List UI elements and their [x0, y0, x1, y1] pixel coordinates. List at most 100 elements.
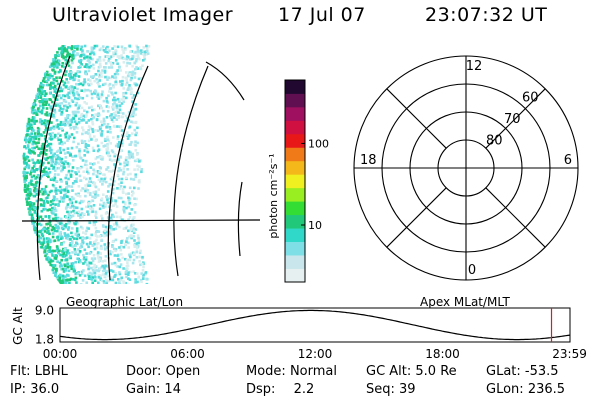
aurora-pixel [89, 200, 92, 204]
aurora-pixel [147, 45, 151, 48]
aurora-pixel [114, 83, 118, 86]
aurora-pixel [42, 168, 46, 171]
aurora-pixel [104, 248, 107, 251]
aurora-pixel [98, 258, 101, 261]
aurora-pixel [109, 131, 112, 134]
aurora-pixel [96, 170, 100, 173]
aurora-pixel [142, 273, 145, 277]
aurora-pixel [81, 236, 84, 239]
aurora-pixel [53, 135, 56, 139]
aurora-pixel [119, 80, 122, 83]
aurora-pixel [64, 176, 67, 180]
aurora-pixel [66, 203, 70, 206]
aurora-pixel [110, 199, 113, 203]
aurora-pixel [80, 242, 83, 246]
aurora-pixel [32, 118, 36, 121]
aurora-pixel [119, 125, 123, 128]
aurora-pixel [122, 227, 126, 230]
aurora-pixel [52, 125, 56, 129]
aurora-pixel [117, 143, 120, 146]
aurora-pixel [126, 56, 130, 59]
aurora-pixel [105, 46, 109, 49]
aurora-pixel [74, 72, 78, 76]
aurora-pixel [66, 51, 70, 55]
aurora-pixel [95, 78, 98, 81]
aurora-pixel [110, 66, 114, 69]
aurora-pixel [26, 129, 29, 133]
gain-value: 14 [164, 382, 181, 397]
aurora-pixel [57, 149, 60, 152]
aurora-pixel [59, 191, 63, 194]
aurora-pixel [121, 75, 125, 79]
aurora-pixel [96, 81, 100, 84]
aurora-pixel [125, 78, 128, 82]
aurora-pixel [91, 207, 95, 211]
aurora-pixel [65, 109, 69, 112]
aurora-pixel [69, 77, 72, 81]
aurora-pixel [94, 276, 97, 279]
aurora-pixel [51, 268, 55, 272]
aurora-pixel [41, 86, 44, 89]
aurora-pixel [37, 134, 40, 138]
aurora-pixel [98, 170, 102, 174]
aurora-pixel [130, 76, 133, 80]
aurora-pixel [120, 253, 123, 256]
aurora-pixel [80, 272, 84, 276]
aurora-pixel [42, 247, 46, 250]
colorbar-swatch [285, 187, 305, 202]
aurora-pixel [108, 250, 112, 253]
aurora-pixel [116, 125, 119, 128]
aurora-pixel [118, 187, 122, 191]
aurora-pixel [96, 235, 99, 238]
aurora-pixel [78, 274, 82, 277]
apex-mlat-mlt-label: Apex MLat/MLT [420, 295, 510, 309]
aurora-pixel [111, 47, 114, 50]
aurora-pixel [112, 223, 116, 226]
aurora-pixel [26, 155, 29, 159]
aurora-pixel [48, 248, 51, 251]
aurora-pixel [127, 273, 130, 276]
aurora-pixel [70, 201, 74, 205]
aurora-pixel [70, 118, 74, 121]
aurora-pixel [131, 100, 134, 103]
aurora-pixel [66, 184, 70, 188]
aurora-pixel [60, 258, 63, 262]
aurora-pixel [117, 278, 120, 281]
aurora-pixel [37, 215, 40, 219]
aurora-pixel [88, 66, 91, 69]
aurora-pixel [101, 264, 104, 268]
aurora-pixel [48, 83, 52, 87]
aurora-pixel [63, 104, 66, 108]
aurora-pixel [134, 140, 137, 143]
aurora-pixel [53, 206, 56, 209]
aurora-pixel [97, 97, 101, 100]
aurora-pixel [140, 272, 143, 275]
aurora-pixel [88, 184, 92, 187]
aurora-pixel [53, 86, 56, 90]
aurora-pixel [47, 161, 50, 165]
colorbar-swatch [285, 120, 305, 135]
aurora-pixel [83, 274, 87, 278]
aurora-pixel [121, 144, 124, 147]
aurora-pixel [89, 79, 92, 82]
aurora-pixel [80, 112, 84, 116]
aurora-pixel [77, 271, 80, 274]
aurora-pixel [102, 193, 105, 196]
aurora-pixel [120, 54, 123, 57]
aurora-pixel [44, 254, 47, 258]
aurora-pixel [29, 188, 32, 191]
aurora-pixel [52, 266, 55, 269]
aurora-pixel [72, 159, 75, 162]
aurora-pixel [109, 209, 113, 212]
aurora-pixel [121, 112, 125, 115]
aurora-pixel [132, 231, 136, 234]
aurora-pixel [70, 185, 73, 188]
aurora-pixel [113, 72, 117, 76]
aurora-pixel [40, 109, 44, 112]
aurora-pixel [116, 265, 119, 268]
aurora-pixel [94, 89, 97, 92]
dsp-info: Dsp: 2.2 [246, 382, 314, 397]
aurora-pixel [68, 281, 71, 284]
aurora-pixel [80, 211, 84, 215]
aurora-pixel [85, 110, 89, 114]
